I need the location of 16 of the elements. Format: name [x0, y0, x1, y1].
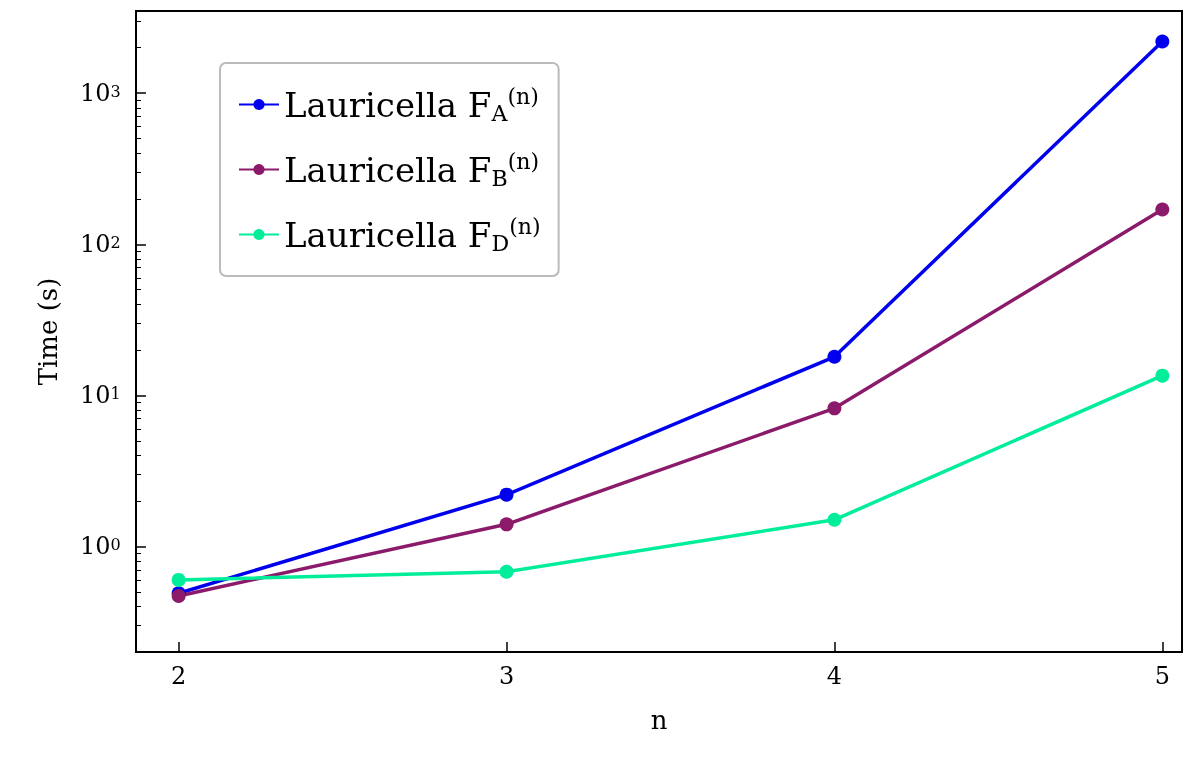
x-tick-label: 4 — [826, 662, 843, 690]
point — [827, 349, 842, 364]
x-tick-label: 5 — [1154, 662, 1170, 690]
point — [827, 512, 842, 527]
x-tick-label: 2 — [170, 662, 187, 690]
x-tick-label: 3 — [498, 662, 515, 690]
x-axis-title: n — [650, 705, 668, 735]
point — [499, 564, 514, 579]
point — [171, 572, 186, 587]
y-axis-title: Time (s) — [33, 277, 63, 386]
point — [1155, 202, 1170, 217]
point — [1155, 368, 1170, 383]
point — [499, 517, 514, 532]
point — [827, 401, 842, 416]
point — [1155, 34, 1170, 49]
point — [499, 487, 514, 502]
